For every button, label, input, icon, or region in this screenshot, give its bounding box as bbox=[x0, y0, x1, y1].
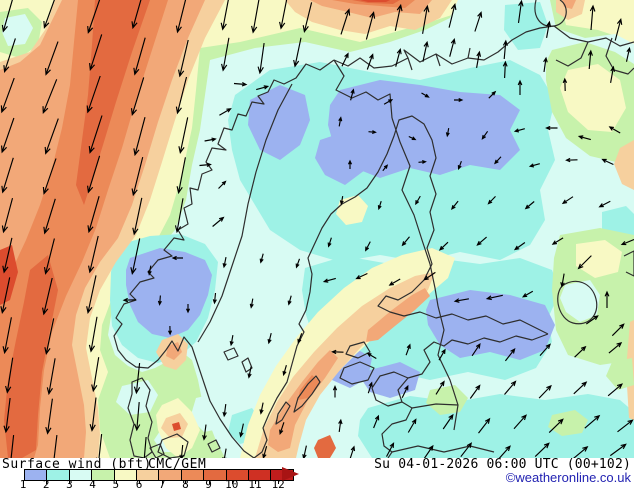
legend-value-label: 2 bbox=[42, 478, 50, 490]
legend-box-bft-7 bbox=[159, 470, 182, 480]
legend-box-bft-5 bbox=[114, 470, 137, 480]
legend-box-bft-1 bbox=[25, 470, 48, 480]
legend-value-label: 1 bbox=[19, 478, 27, 490]
legend-box-bft-9 bbox=[204, 470, 227, 480]
legend-box-bft-4 bbox=[92, 470, 115, 480]
legend-value-label: 12 bbox=[271, 478, 285, 490]
legend-box-bft-12 bbox=[271, 470, 293, 480]
legend-value-label: 3 bbox=[66, 478, 73, 490]
legend-box-bft-6 bbox=[136, 470, 160, 480]
legend-box-bft-3 bbox=[69, 470, 93, 480]
forecast-datetime-label: Su 04-01-2026 06:00 UTC (00+102) bbox=[374, 457, 631, 472]
legend-tick bbox=[46, 481, 48, 484]
legend-box-bft-11 bbox=[248, 470, 272, 480]
legend-tick bbox=[231, 481, 233, 484]
legend-tick bbox=[23, 481, 24, 484]
legend-box-bft-8 bbox=[181, 470, 205, 480]
beaufort-color-scale bbox=[24, 469, 294, 481]
legend-tick bbox=[185, 481, 187, 484]
legend-value-label: 10 bbox=[225, 478, 239, 490]
legend-tick bbox=[278, 481, 280, 484]
wind-map[interactable] bbox=[0, 0, 634, 458]
legend-value-label: 11 bbox=[248, 478, 262, 490]
wind-direction-arrows bbox=[0, 0, 634, 458]
legend-value-label: 5 bbox=[112, 478, 120, 490]
legend-tick bbox=[139, 481, 140, 484]
legend-box-bft-10 bbox=[226, 470, 249, 480]
copyright-link[interactable]: ©weatheronline.co.uk bbox=[505, 470, 631, 485]
model-name-label: CMC/GEM bbox=[148, 457, 207, 472]
legend-tick bbox=[92, 481, 94, 484]
color-scale-arrow-tip bbox=[282, 467, 299, 481]
legend-value-label: 9 bbox=[205, 478, 212, 490]
legend-value-label: 8 bbox=[182, 478, 189, 490]
legend-tick bbox=[255, 481, 256, 484]
legend-value-label: 6 bbox=[135, 478, 143, 490]
legend-tick bbox=[162, 481, 164, 484]
legend-box-bft-2 bbox=[47, 470, 70, 480]
legend-value-label: 4 bbox=[89, 478, 96, 490]
legend-tick bbox=[208, 481, 210, 484]
legend-tick bbox=[115, 481, 117, 484]
legend-value-label: 7 bbox=[158, 478, 166, 490]
map-title: Surface wind (bft) bbox=[2, 457, 152, 472]
legend-tick bbox=[69, 481, 71, 484]
